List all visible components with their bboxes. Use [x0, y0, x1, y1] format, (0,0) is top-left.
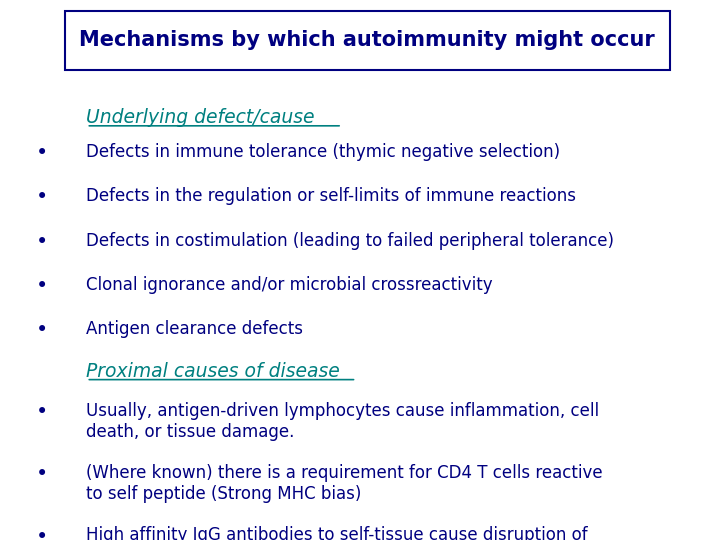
Text: Antigen clearance defects: Antigen clearance defects — [86, 320, 303, 338]
Text: •: • — [36, 320, 48, 340]
Text: •: • — [36, 232, 48, 252]
Text: •: • — [36, 143, 48, 163]
Text: Mechanisms by which autoimmunity might occur: Mechanisms by which autoimmunity might o… — [79, 30, 655, 51]
FancyBboxPatch shape — [65, 11, 670, 70]
Text: Defects in costimulation (leading to failed peripheral tolerance): Defects in costimulation (leading to fai… — [86, 232, 614, 249]
Text: Defects in immune tolerance (thymic negative selection): Defects in immune tolerance (thymic nega… — [86, 143, 561, 161]
Text: Defects in the regulation or self-limits of immune reactions: Defects in the regulation or self-limits… — [86, 187, 577, 205]
Text: •: • — [36, 402, 48, 422]
Text: (Where known) there is a requirement for CD4 T cells reactive
to self peptide (S: (Where known) there is a requirement for… — [86, 464, 603, 503]
Text: •: • — [36, 187, 48, 207]
Text: •: • — [36, 276, 48, 296]
Text: High affinity IgG antibodies to self-tissue cause disruption of
normal function,: High affinity IgG antibodies to self-tis… — [86, 526, 588, 540]
Text: Proximal causes of disease: Proximal causes of disease — [86, 362, 340, 381]
Text: •: • — [36, 526, 48, 540]
Text: Clonal ignorance and/or microbial crossreactivity: Clonal ignorance and/or microbial crossr… — [86, 276, 493, 294]
Text: Underlying defect/cause: Underlying defect/cause — [86, 108, 315, 127]
Text: Usually, antigen-driven lymphocytes cause inflammation, cell
death, or tissue da: Usually, antigen-driven lymphocytes caus… — [86, 402, 600, 441]
Text: •: • — [36, 464, 48, 484]
